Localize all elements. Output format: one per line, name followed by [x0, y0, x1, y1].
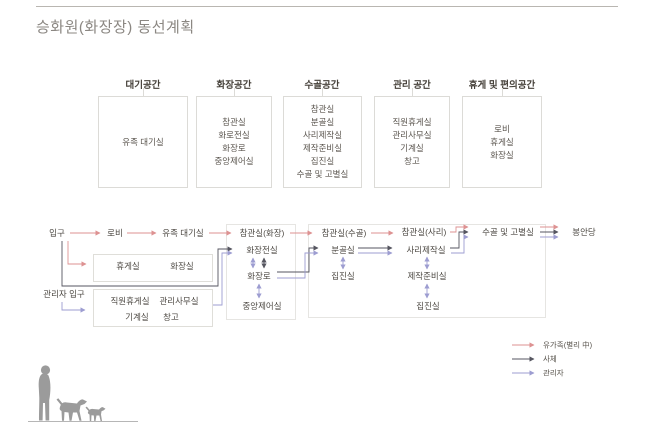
space-box-amenity: 로비 휴게실 화장실 — [462, 96, 542, 188]
flow-node-furnace: 화장로 — [247, 271, 271, 281]
flow-node-toilet: 화장실 — [170, 261, 194, 271]
sugol-zone-frame — [308, 224, 546, 318]
room-label: 참관실 — [310, 104, 335, 114]
connector-tick — [412, 88, 413, 96]
flow-node-observe-sari: 참관실(사리) — [401, 227, 447, 237]
room-label: 중앙제어실 — [214, 156, 254, 166]
flow-node-machine: 기계실 — [125, 312, 149, 322]
space-box-waiting: 유족 대기실 — [98, 96, 188, 188]
amenity-frame — [93, 254, 213, 282]
column-header-cremation: 화장공간 — [216, 80, 252, 91]
flow-node-central-control: 중앙제어실 — [242, 301, 282, 311]
room-label: 화장로 — [222, 143, 246, 153]
flow-node-observe-sugol: 참관실(수골) — [321, 228, 367, 238]
room-label: 유족 대기실 — [122, 136, 164, 147]
flow-node-sari-making: 사리제작실 — [406, 245, 446, 255]
family-path — [67, 224, 559, 348]
flow-node-bungol: 분골실 — [331, 245, 355, 255]
room-label: 휴게실 — [490, 136, 514, 147]
flow-node-jipjin: 집진실 — [331, 271, 355, 281]
room-label: 로비 — [494, 123, 510, 134]
room-label: 참관실 — [222, 117, 246, 127]
person-body — [38, 373, 51, 421]
room-label: 제작준비실 — [302, 143, 343, 153]
flow-node-observe-cremation: 참관실(화장) — [239, 228, 285, 238]
flow-node-cremation-anteroom: 화장전실 — [246, 245, 278, 255]
manager-path — [61, 234, 559, 376]
page-title: 승화원(화장장) 동선계획 — [36, 19, 195, 36]
person-dog-silhouette — [28, 365, 138, 422]
flow-node-admin-office: 관리사무실 — [159, 296, 199, 306]
flow-node-staff-rest: 직원휴게실 — [110, 296, 150, 306]
connector-tick — [234, 88, 235, 96]
room-label: 분골실 — [310, 117, 335, 127]
room-label: 수골 및 고별실 — [296, 169, 349, 179]
connector-tick — [502, 88, 503, 96]
connector-tick — [322, 88, 323, 96]
room-label: 기계실 — [400, 143, 424, 153]
room-label: 관리사무실 — [392, 130, 432, 140]
column-header-amenity: 휴게 및 편의공간 — [468, 80, 536, 91]
room-label: 직원휴게실 — [392, 117, 432, 127]
flow-node-making-prep: 제작준비실 — [407, 271, 447, 281]
column-header-waiting: 대기공간 — [125, 80, 161, 91]
column-header-admin: 관리 공간 — [393, 80, 431, 91]
space-box-cremation: 참관실 화로전실 화장로 중앙제어실 — [196, 96, 272, 188]
flow-node-sugol-farewell: 수골 및 고별실 — [482, 227, 534, 237]
legend-body-label: 사체 — [543, 354, 557, 364]
room-label: 창고 — [404, 156, 420, 166]
room-label: 사리제작실 — [302, 130, 343, 140]
flow-node-jipjin-2: 집진실 — [416, 301, 440, 311]
flow-node-storage: 창고 — [163, 312, 179, 322]
admin-frame — [93, 289, 213, 327]
flow-node-lobby: 로비 — [107, 228, 123, 238]
column-header-sugol: 수골공간 — [304, 80, 340, 91]
flow-node-bongandang: 봉안당 — [572, 227, 596, 237]
person-head — [40, 365, 51, 375]
room-label: 화장실 — [490, 149, 514, 160]
flow-node-entrance: 입구 — [49, 228, 65, 238]
dog-small — [85, 406, 106, 421]
legend-manager-label: 관리자 — [543, 368, 564, 378]
connector-tick — [143, 88, 144, 96]
body-path — [61, 229, 559, 362]
space-box-sugol: 참관실 분골실 사리제작실 제작준비실 집진실 수골 및 고별실 — [283, 96, 362, 188]
room-label: 집진실 — [310, 156, 335, 166]
dog-large — [56, 398, 87, 421]
flow-node-family-waiting: 유족 대기실 — [162, 228, 204, 238]
top-rule — [36, 6, 618, 7]
flow-node-manager-entrance: 관리자 입구 — [43, 289, 85, 299]
room-label: 화로전실 — [218, 130, 250, 140]
flow-node-rest: 휴게실 — [116, 261, 140, 271]
legend-family-label: 유가족(별리 中) — [543, 340, 593, 350]
space-box-admin: 직원휴게실 관리사무실 기계실 창고 — [374, 96, 450, 188]
